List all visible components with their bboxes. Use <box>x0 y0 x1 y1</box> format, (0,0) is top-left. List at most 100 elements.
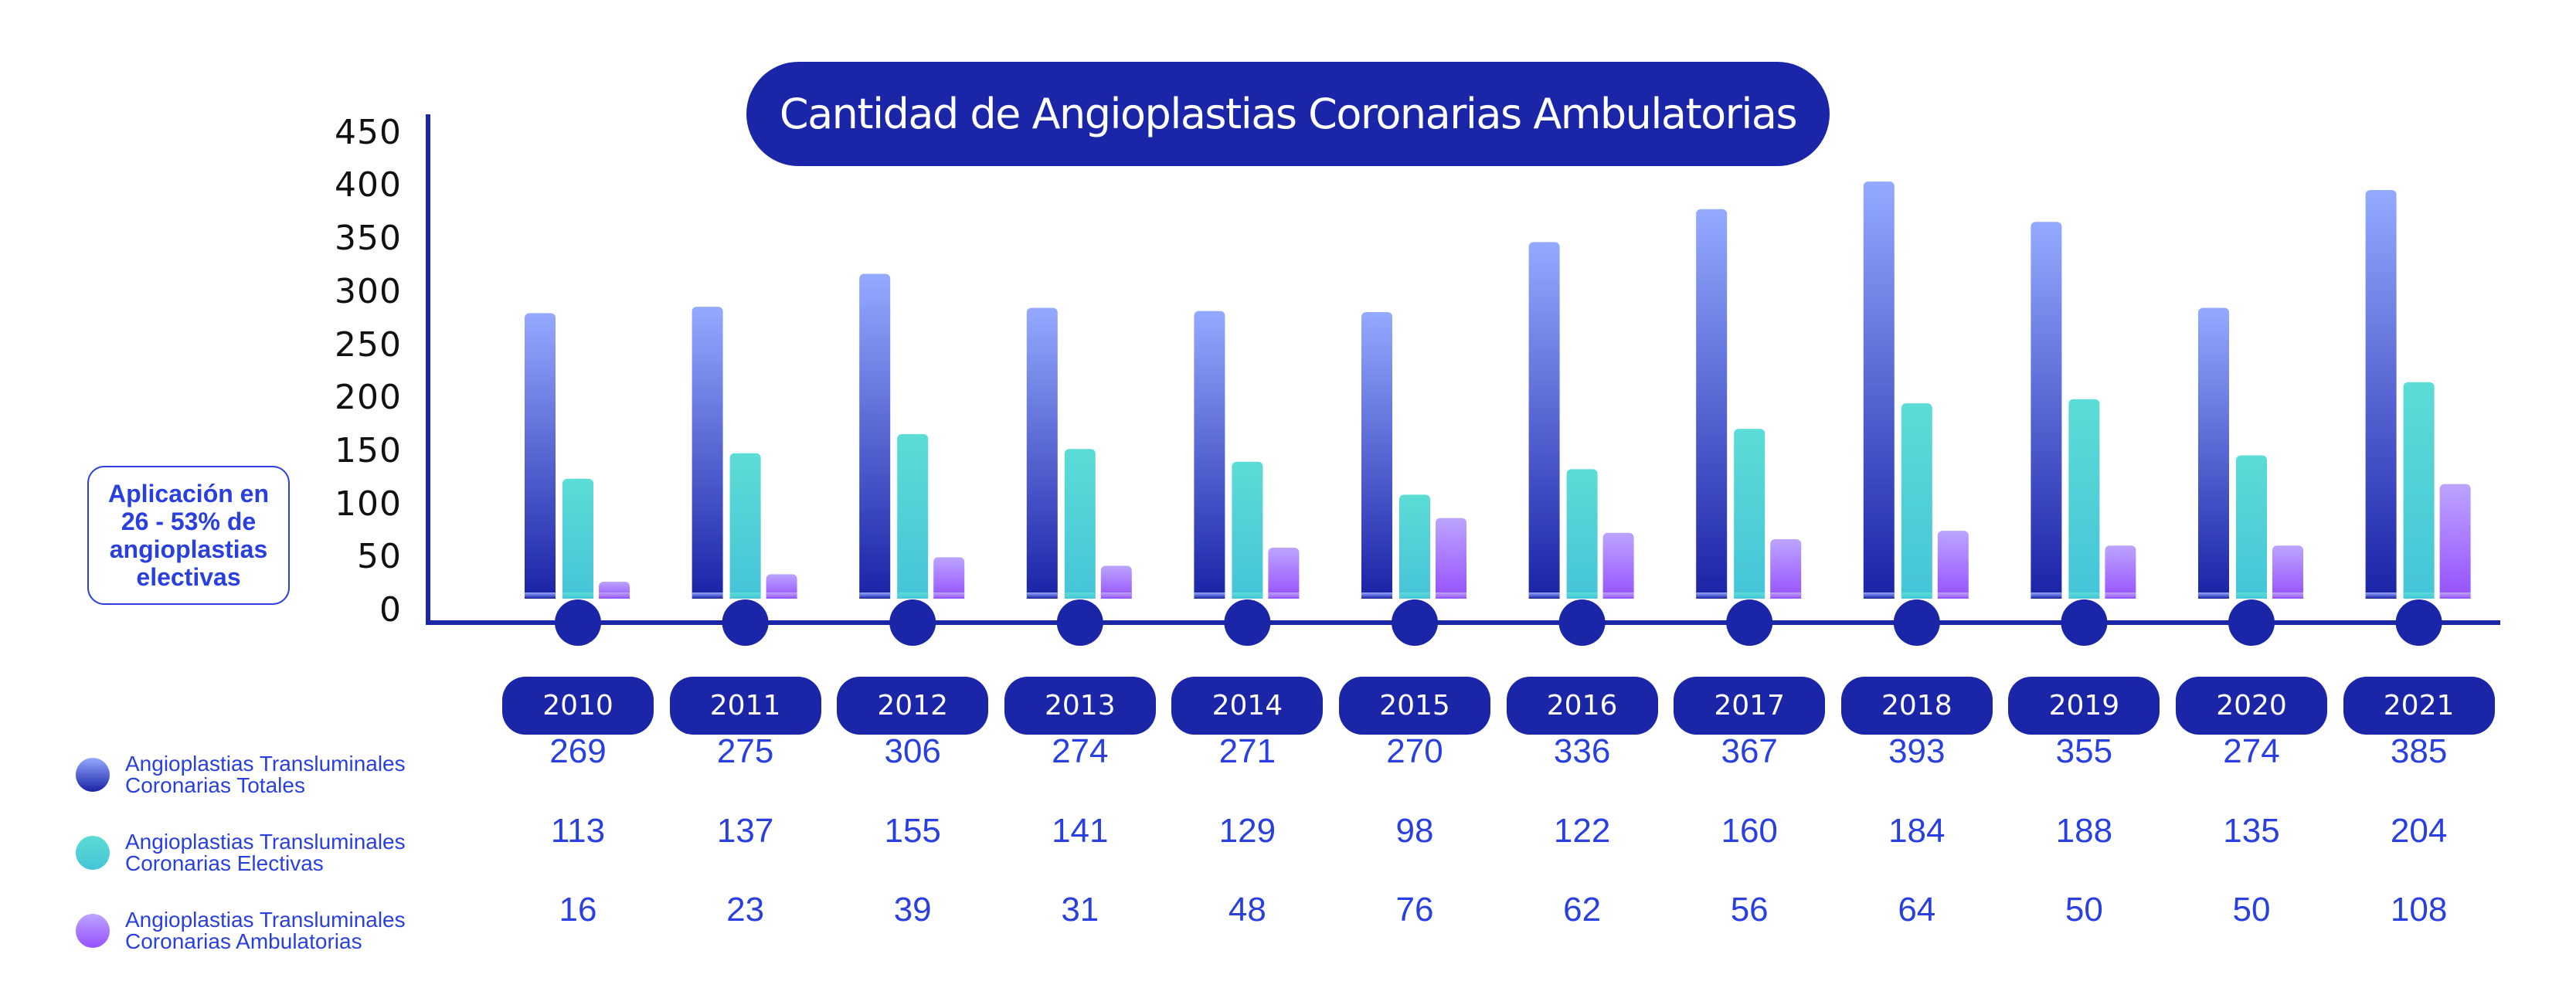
bar-base-totales-2019 <box>2031 592 2062 599</box>
value-label-totales: 385 <box>2390 732 2448 770</box>
value-label-totales: 367 <box>1721 732 1778 770</box>
value-label-electivas: 135 <box>2223 812 2280 850</box>
axis-marker-2021 <box>2395 599 2442 646</box>
value-label-ambulatorias: 108 <box>2390 891 2448 929</box>
bar-base-totales-2012 <box>859 592 891 599</box>
value-label-totales: 393 <box>1888 732 1946 770</box>
bar-totales-2020 <box>2198 307 2229 599</box>
bar-electivas-2020 <box>2236 455 2267 599</box>
bar-base-totales-2014 <box>1194 592 1225 599</box>
value-label-ambulatorias: 31 <box>1061 891 1099 929</box>
value-label-electivas: 160 <box>1721 812 1778 850</box>
bar-ambulatorias-2018 <box>1937 531 1969 599</box>
bar-ambulatorias-2016 <box>1602 532 1634 599</box>
bar-base-ambulatorias-2013 <box>1100 592 1132 599</box>
y-tick-label: 300 <box>335 271 402 311</box>
value-label-electivas: 122 <box>1553 812 1611 850</box>
bar-electivas-2018 <box>1901 403 1932 599</box>
bar-base-electivas-2020 <box>2236 592 2267 599</box>
bar-base-ambulatorias-2014 <box>1268 592 1300 599</box>
value-label-totales: 269 <box>549 732 607 770</box>
annotation-box: Aplicación en 26 - 53% de angioplastias … <box>87 466 290 605</box>
bar-totales-2017 <box>1696 209 1728 599</box>
bar-totales-2015 <box>1361 312 1392 599</box>
bar-totales-2012 <box>859 273 891 599</box>
legend-dot-electivas-icon <box>76 836 110 870</box>
legend-item-ambulatorias: Angioplastias Transluminales Coronarias … <box>76 904 406 958</box>
value-label-totales: 271 <box>1218 732 1276 770</box>
bar-ambulatorias-2013 <box>1100 565 1132 599</box>
bar-base-electivas-2014 <box>1232 592 1263 599</box>
bar-base-ambulatorias-2018 <box>1937 592 1969 599</box>
bar-electivas-2014 <box>1232 461 1263 599</box>
x-tick-label-2013: 2013 <box>1004 677 1156 735</box>
y-tick-label: 50 <box>357 537 402 577</box>
bar-totales-2014 <box>1194 311 1225 599</box>
value-label-ambulatorias: 76 <box>1395 891 1434 929</box>
bar-totales-2018 <box>1863 182 1895 599</box>
value-label-electivas: 204 <box>2390 812 2448 850</box>
value-label-totales: 306 <box>884 732 941 770</box>
bar-electivas-2012 <box>897 434 929 599</box>
bar-ambulatorias-2012 <box>933 557 965 599</box>
x-tick-label-2021: 2021 <box>2343 677 2495 735</box>
axis-marker-2019 <box>2061 599 2108 646</box>
value-label-electivas: 184 <box>1888 812 1946 850</box>
bar-ambulatorias-2015 <box>1436 518 1466 599</box>
y-tick-label: 450 <box>335 112 402 152</box>
value-label-ambulatorias: 50 <box>2232 891 2271 929</box>
value-label-totales: 270 <box>1386 732 1443 770</box>
value-label-electivas: 155 <box>884 812 941 850</box>
bar-base-ambulatorias-2019 <box>2105 592 2136 599</box>
value-label-ambulatorias: 23 <box>726 891 765 929</box>
bar-ambulatorias-2017 <box>1770 539 1802 599</box>
bar-base-ambulatorias-2010 <box>599 592 630 599</box>
bar-ambulatorias-2021 <box>2439 484 2471 599</box>
value-label-totales: 275 <box>716 732 774 770</box>
chart-title: Cantidad de Angioplastias Coronarias Amb… <box>746 62 1830 166</box>
x-tick-label-2012: 2012 <box>837 677 989 735</box>
x-tick-label-2016: 2016 <box>1506 677 1658 735</box>
y-tick-label: 400 <box>335 165 402 205</box>
x-tick-label-2020: 2020 <box>2176 677 2327 735</box>
bar-base-ambulatorias-2020 <box>2272 592 2303 599</box>
y-tick-label: 250 <box>335 324 402 365</box>
value-label-ambulatorias: 16 <box>559 891 597 929</box>
bar-totales-2021 <box>2365 190 2397 599</box>
bar-totales-2013 <box>1026 307 1058 599</box>
bar-electivas-2010 <box>562 478 593 599</box>
axis-marker-2011 <box>722 599 769 646</box>
y-tick-label: 350 <box>335 219 402 259</box>
value-label-ambulatorias: 48 <box>1228 891 1266 929</box>
x-tick-label-2015: 2015 <box>1339 677 1490 735</box>
value-label-electivas: 141 <box>1052 812 1109 850</box>
bar-base-ambulatorias-2021 <box>2439 592 2471 599</box>
bar-electivas-2021 <box>2403 382 2435 599</box>
x-tick-label-2018: 2018 <box>1840 677 1993 735</box>
bar-base-electivas-2010 <box>562 592 593 599</box>
value-label-totales: 355 <box>2055 732 2113 770</box>
value-label-ambulatorias: 62 <box>1563 891 1602 929</box>
x-tick-label-2014: 2014 <box>1171 677 1324 735</box>
x-tick-label-2017: 2017 <box>1674 677 1826 735</box>
bar-totales-2019 <box>2031 222 2062 599</box>
value-label-electivas: 137 <box>716 812 774 850</box>
value-label-electivas: 188 <box>2055 812 2113 850</box>
bar-electivas-2013 <box>1064 449 1096 599</box>
x-tick-label-2019: 2019 <box>2008 677 2160 735</box>
bar-base-electivas-2016 <box>1566 592 1598 599</box>
bar-base-electivas-2017 <box>1734 592 1765 599</box>
bar-electivas-2016 <box>1566 469 1598 599</box>
axis-marker-2012 <box>889 599 936 646</box>
axis-marker-2016 <box>1558 599 1606 646</box>
axis-marker-2010 <box>555 599 601 646</box>
bar-electivas-2015 <box>1399 494 1430 599</box>
y-tick-label: 0 <box>379 590 402 630</box>
value-label-totales: 336 <box>1553 732 1611 770</box>
bar-base-electivas-2019 <box>2068 592 2100 599</box>
bar-base-totales-2011 <box>692 592 723 599</box>
value-label-ambulatorias: 39 <box>893 891 932 929</box>
value-label-ambulatorias: 64 <box>1898 891 1936 929</box>
axis-marker-2015 <box>1392 599 1438 646</box>
axis-marker-2014 <box>1224 599 1271 646</box>
